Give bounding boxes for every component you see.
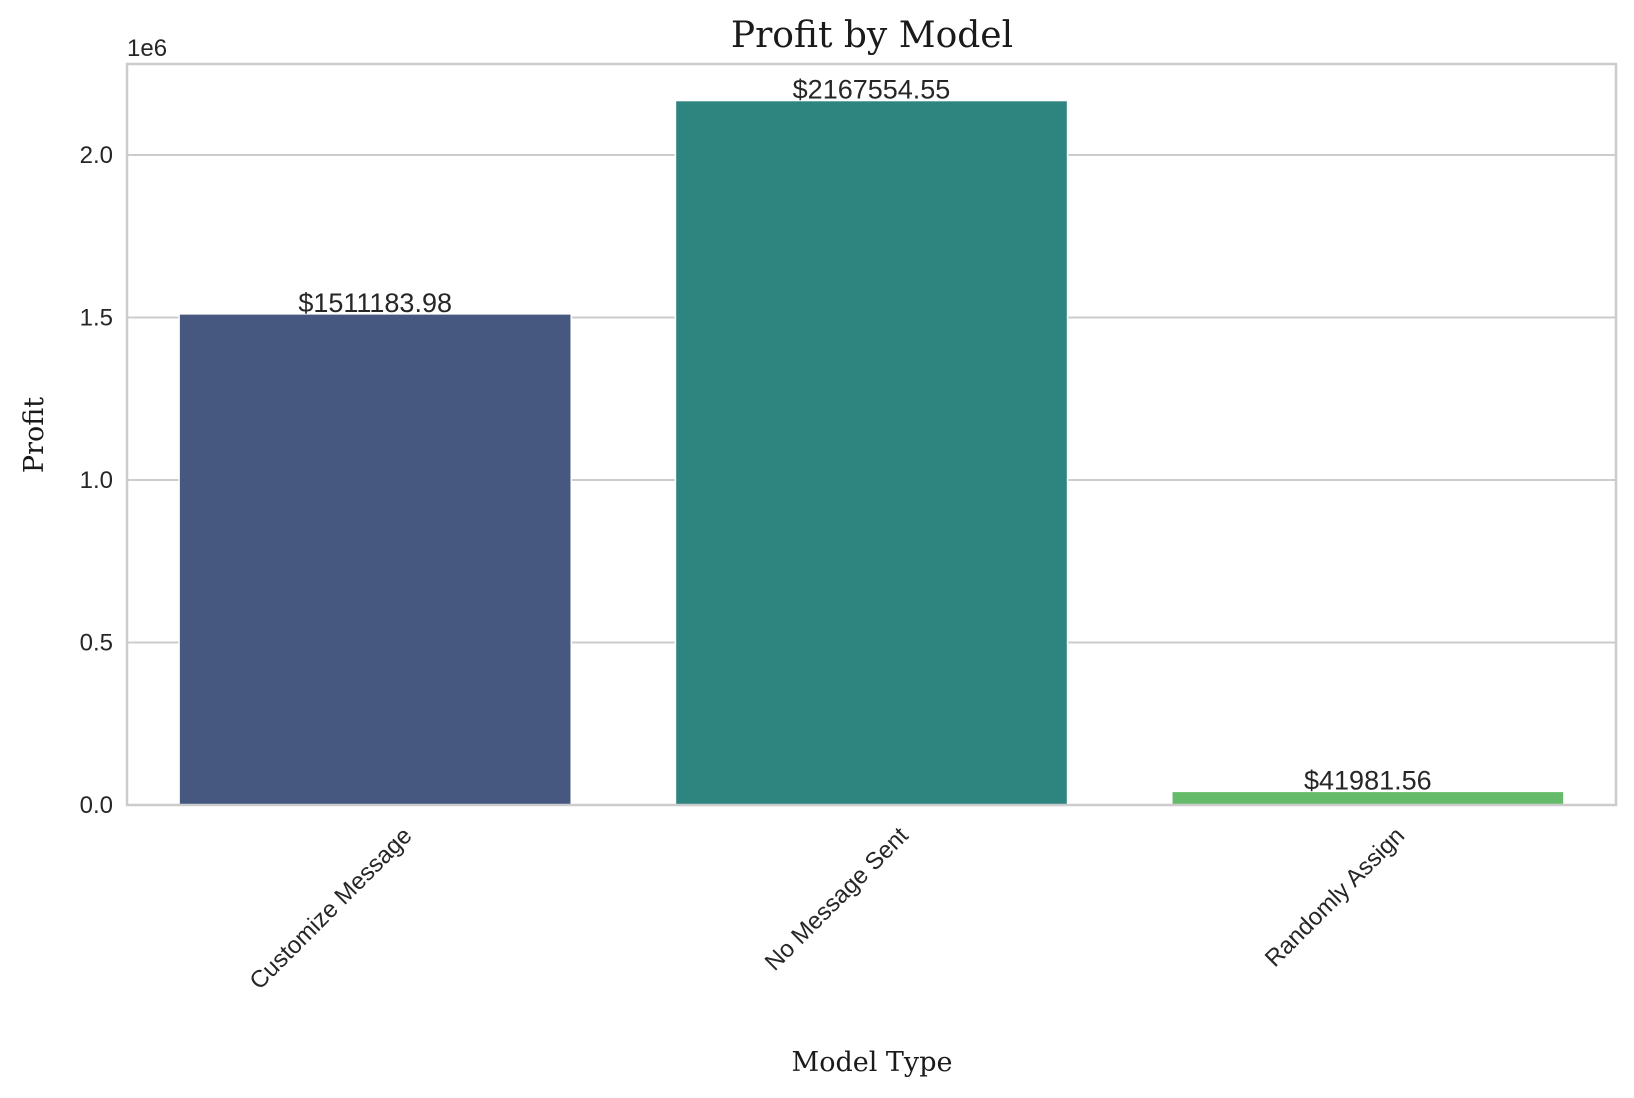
x-tick-label: Randomly Assign (1260, 822, 1410, 972)
plot-frame (125, 62, 1618, 807)
x-axis-label: Model Type (792, 1047, 953, 1078)
x-tick-labels: Customize Message No Message Sent Randomly… (245, 822, 1410, 995)
y-tick-labels: 0.0 0.5 1.0 1.5 2.0 (80, 142, 113, 819)
data-label: $1511183.98 (298, 288, 452, 318)
y-axis-label: Profit (19, 397, 50, 473)
y-tick-label: 2.0 (80, 142, 113, 169)
data-labels: $1511183.98 $2167554.55 $41981.56 (298, 75, 1431, 796)
chart-title: Profit by Model (731, 15, 1013, 56)
x-tick-label: No Message Sent (760, 822, 914, 976)
data-label: $2167554.55 (793, 75, 951, 105)
y-tick-label: 1.5 (80, 305, 113, 332)
x-tick-label: Customize Message (245, 822, 418, 995)
y-tick-label: 0.0 (80, 792, 113, 819)
y-tick-label: 1.0 (80, 467, 113, 494)
bar (178, 313, 572, 806)
data-label: $41981.56 (1304, 765, 1432, 795)
y-axis-offset-label: 1e6 (127, 35, 167, 62)
y-tick-label: 0.5 (80, 630, 113, 657)
bar (674, 99, 1069, 806)
bars (178, 99, 1565, 806)
